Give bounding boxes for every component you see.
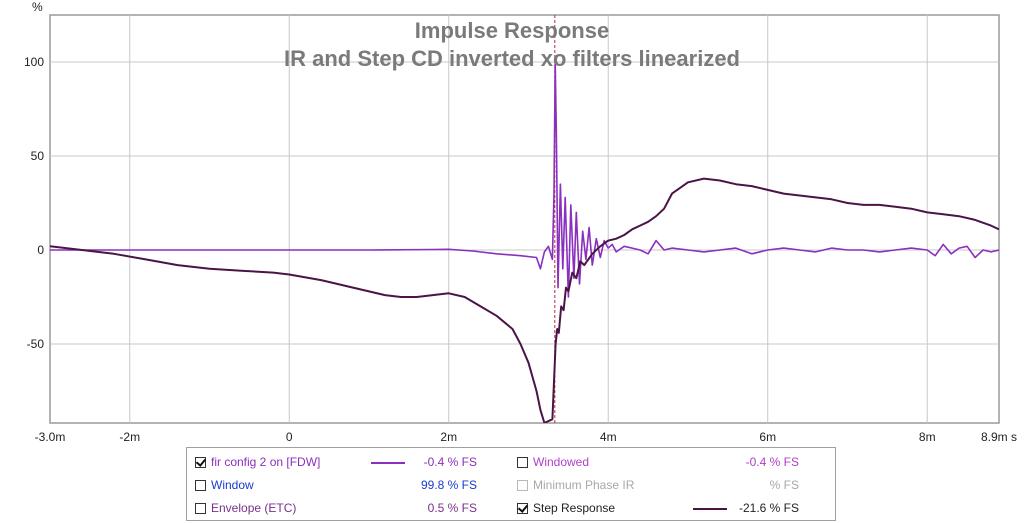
legend-label-minimum-phase: Minimum Phase IR [533,478,635,492]
legend-value-envelope: 0.5 % FS [427,501,477,515]
minimum-phase-checkbox[interactable] [517,479,528,491]
y-tick-label: -50 [27,337,45,351]
y-tick-label: 100 [24,55,44,69]
x-axis-ticks: -3.0m -2m 0 2m 4m 6m 8m 8.9m s [35,430,1017,444]
legend-label-envelope: Envelope (ETC) [211,501,297,515]
legend-label-step-response: Step Response [533,501,616,515]
legend-value-fir: -0.4 % FS [423,455,477,469]
legend-label-window: Window [211,478,254,492]
legend-panel: fir config 2 on [FDW] -0.4 % FS Windowed… [186,447,836,521]
chart-subtitle: IR and Step CD inverted xo filters linea… [284,46,740,71]
y-axis-unit-label: % [32,0,43,14]
fir-checkbox[interactable] [195,455,207,468]
grid-lines [49,14,1000,424]
x-tick-label: 6m [759,430,776,444]
legend-item-window[interactable]: Window [195,475,254,495]
window-checkbox[interactable] [195,479,206,491]
impulse-response-chart: 100 50 0 -50 -3.0m -2m 0 2m 4m 6m 8m 8.9m s % Impu… [24,0,1017,444]
windowed-checkbox[interactable] [517,456,528,468]
x-tick-label: -3.0m [35,430,66,444]
legend-item-step-response[interactable]: Step Response [517,498,615,518]
legend-item-fir[interactable]: fir config 2 on [FDW] [195,452,320,472]
x-tick-label: -2m [119,430,140,444]
x-tick-label: 0 [286,430,293,444]
x-tick-label: 4m [600,430,617,444]
series-line-fir-config [50,61,999,298]
legend-item-minimum-phase[interactable]: Minimum Phase IR [517,475,634,495]
plot-area [50,15,999,423]
envelope-checkbox[interactable] [195,502,206,514]
step-response-checkbox[interactable] [517,501,529,514]
step-response-line-swatch [693,508,727,510]
plot-frame [49,14,1000,424]
series-line-step-response [50,177,999,423]
x-tick-label: 2m [440,430,457,444]
chart-title: Impulse Response [415,18,609,43]
x-tick-label: 8.9m s [981,430,1017,444]
legend-label-fir: fir config 2 on [FDW] [211,455,321,469]
y-axis-ticks: 100 50 0 -50 [24,55,44,351]
y-tick-label: 0 [37,243,44,257]
legend-value-windowed: -0.4 % FS [745,455,799,469]
x-tick-label: 8m [919,430,936,444]
legend-value-minimum-phase: % FS [769,478,799,492]
legend-label-windowed: Windowed [533,455,590,469]
legend-value-window: 99.8 % FS [420,478,477,492]
legend-value-step-response: -21.6 % FS [738,501,799,515]
legend-item-envelope[interactable]: Envelope (ETC) [195,498,296,518]
legend-item-windowed[interactable]: Windowed [517,452,589,472]
fir-line-swatch [371,462,405,464]
y-tick-label: 50 [31,149,45,163]
